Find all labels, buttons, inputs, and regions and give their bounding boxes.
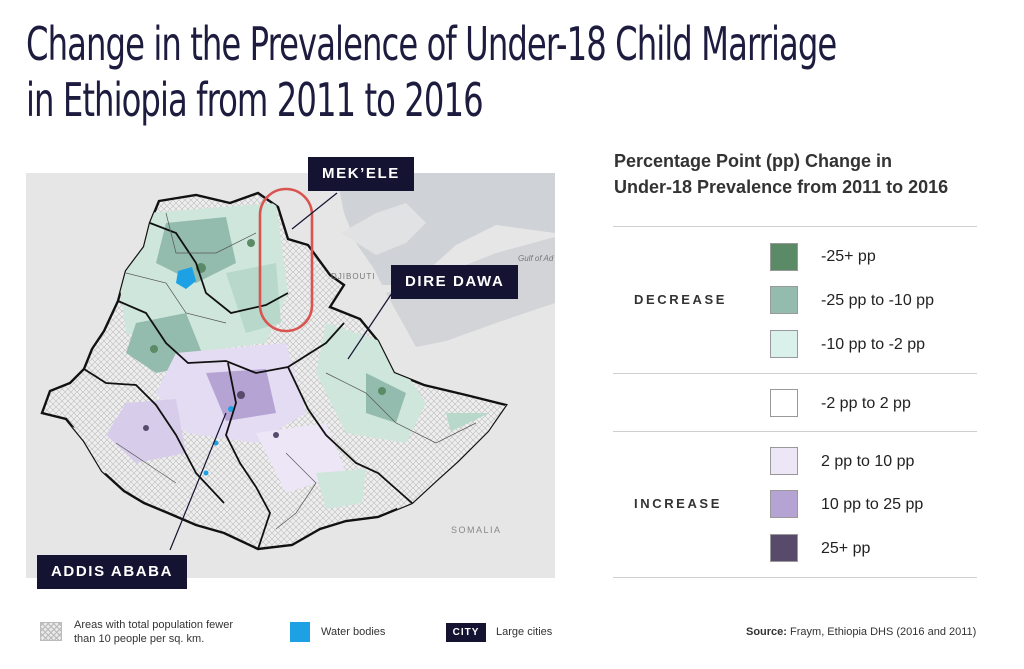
legend-item-label: 10 pp to 25 pp: [821, 496, 924, 513]
legend-swatch: [770, 490, 798, 518]
legend-swatch: [770, 330, 798, 358]
title-line-1: Change in the Prevalence of Under-18 Chi…: [26, 17, 837, 71]
ethiopia-map: DJIBOUTI Gulf of Ad SOMALIA: [26, 173, 555, 578]
water-swatch: [290, 622, 310, 642]
highlight-ring: [258, 187, 314, 333]
legend-group-increase: INCREASE: [634, 496, 722, 511]
legend-item-label: -25 pp to -10 pp: [821, 292, 934, 309]
legend-title-line-1: Percentage Point (pp) Change in: [614, 151, 893, 171]
source-label: Source:: [746, 626, 787, 638]
legend-item-label: -2 pp to 2 pp: [821, 395, 911, 412]
sparse-population-line-1: Areas with total population fewer: [74, 619, 233, 631]
source-text: Fraym, Ethiopia DHS (2016 and 2011): [786, 626, 977, 638]
djibouti-label: DJIBOUTI: [331, 272, 375, 281]
gulf-label: Gulf of Ad: [518, 254, 554, 263]
lake-tana: [176, 267, 196, 289]
legend-item-label: 25+ pp: [821, 540, 871, 557]
callout-dire-dawa: DIRE DAWA: [391, 265, 519, 299]
somalia-label: SOMALIA: [451, 525, 502, 535]
legend-swatch: [770, 286, 798, 314]
city-label: Large cities: [496, 626, 553, 638]
legend-divider: [613, 373, 977, 374]
legend-item-label: -10 pp to -2 pp: [821, 336, 926, 353]
sparse-population-swatch: [40, 622, 62, 641]
legend-swatch: [770, 389, 798, 417]
sparse-population-label: Areas with total population fewer than 1…: [74, 618, 233, 646]
page-title: Change in the Prevalence of Under-18 Chi…: [26, 16, 837, 128]
callout-lines: [169, 192, 393, 551]
sparse-population-line-2: than 10 people per sq. km.: [74, 633, 205, 645]
legend-divider: [613, 431, 977, 432]
region-borders: [83, 222, 413, 550]
legend-group-decrease: DECREASE: [634, 292, 728, 307]
map-svg: DJIBOUTI Gulf of Ad SOMALIA: [40, 173, 555, 551]
source-note: Source: Fraym, Ethiopia DHS (2016 and 20…: [746, 626, 976, 638]
legend-title-line-2: Under-18 Prevalence from 2011 to 2016: [614, 177, 949, 197]
water-label: Water bodies: [321, 626, 386, 638]
legend-swatch: [770, 534, 798, 562]
callout-addis-ababa: ADDIS ABABA: [37, 555, 188, 589]
title-line-2: in Ethiopia from 2011 to 2016: [26, 73, 484, 127]
zone-borders: [115, 212, 477, 530]
legend-divider: [613, 226, 977, 227]
legend-divider: [613, 577, 977, 578]
legend-item-label: 2 pp to 10 pp: [821, 453, 915, 470]
legend-swatch: [770, 447, 798, 475]
callout-mekele: MEK’ELE: [308, 157, 414, 191]
legend-title: Percentage Point (pp) Change in Under-18…: [614, 148, 994, 200]
sea-land-strip: [341, 203, 426, 255]
legend-swatch: [770, 243, 798, 271]
red-sea: [336, 173, 555, 285]
legend-item-label: -25+ pp: [821, 248, 876, 265]
city-chip: CITY: [446, 623, 486, 642]
